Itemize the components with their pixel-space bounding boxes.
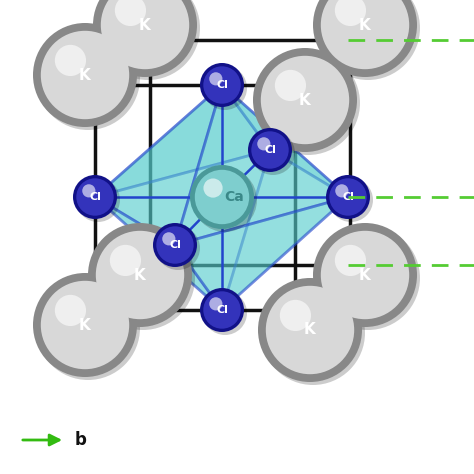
Circle shape <box>335 245 366 276</box>
Circle shape <box>193 168 257 232</box>
Circle shape <box>200 63 244 107</box>
Text: b: b <box>75 431 87 449</box>
Circle shape <box>326 175 370 219</box>
Circle shape <box>195 170 249 224</box>
Circle shape <box>335 0 366 26</box>
Circle shape <box>91 226 195 330</box>
Circle shape <box>258 278 362 382</box>
Circle shape <box>203 292 241 328</box>
Circle shape <box>36 26 140 130</box>
Text: K: K <box>139 18 151 33</box>
Circle shape <box>153 223 197 267</box>
Circle shape <box>190 165 254 229</box>
Circle shape <box>275 70 306 101</box>
Circle shape <box>101 0 189 69</box>
Circle shape <box>316 0 420 80</box>
Circle shape <box>280 300 311 331</box>
Text: Cl: Cl <box>169 240 181 250</box>
Circle shape <box>55 45 86 76</box>
Circle shape <box>76 178 120 222</box>
Circle shape <box>251 131 289 169</box>
Circle shape <box>36 276 140 380</box>
Text: K: K <box>134 267 146 283</box>
Circle shape <box>88 223 192 327</box>
Circle shape <box>96 231 184 319</box>
Circle shape <box>33 273 137 377</box>
Circle shape <box>73 175 117 219</box>
Circle shape <box>200 288 244 332</box>
Circle shape <box>329 178 373 222</box>
Circle shape <box>33 23 137 127</box>
Polygon shape <box>95 85 222 245</box>
Circle shape <box>203 66 241 104</box>
Polygon shape <box>95 150 270 310</box>
Text: K: K <box>359 267 371 283</box>
Circle shape <box>55 295 86 326</box>
Text: K: K <box>79 67 91 82</box>
Circle shape <box>261 281 365 385</box>
Text: Cl: Cl <box>216 305 228 315</box>
Circle shape <box>203 291 247 335</box>
Circle shape <box>329 178 367 216</box>
Circle shape <box>248 128 292 172</box>
Polygon shape <box>95 85 270 197</box>
Circle shape <box>156 226 200 270</box>
Circle shape <box>256 51 360 155</box>
Circle shape <box>316 226 420 330</box>
Text: Cl: Cl <box>89 192 101 202</box>
Text: Cl: Cl <box>216 80 228 90</box>
Circle shape <box>162 232 175 246</box>
Polygon shape <box>222 150 348 310</box>
Text: Ca: Ca <box>224 190 244 204</box>
Circle shape <box>266 286 354 374</box>
Polygon shape <box>175 197 348 310</box>
Circle shape <box>261 56 349 144</box>
Circle shape <box>253 48 357 152</box>
Circle shape <box>93 0 197 77</box>
Text: K: K <box>79 318 91 332</box>
Circle shape <box>313 0 417 77</box>
Circle shape <box>321 0 409 69</box>
Circle shape <box>41 31 129 119</box>
Circle shape <box>335 184 348 198</box>
Polygon shape <box>175 85 348 245</box>
Text: K: K <box>299 92 311 108</box>
Circle shape <box>76 178 114 216</box>
Circle shape <box>115 0 146 26</box>
Circle shape <box>209 297 222 310</box>
Text: K: K <box>359 18 371 33</box>
Circle shape <box>110 245 141 276</box>
Text: K: K <box>304 322 316 337</box>
Circle shape <box>251 131 295 175</box>
Circle shape <box>156 226 194 264</box>
Circle shape <box>82 184 95 198</box>
Circle shape <box>209 72 222 85</box>
Text: Cl: Cl <box>342 192 354 202</box>
Text: Cl: Cl <box>264 145 276 155</box>
Circle shape <box>321 231 409 319</box>
Circle shape <box>41 281 129 369</box>
Circle shape <box>257 137 271 150</box>
Polygon shape <box>95 197 222 310</box>
Circle shape <box>203 178 223 198</box>
Circle shape <box>313 223 417 327</box>
Polygon shape <box>222 85 348 197</box>
Circle shape <box>96 0 200 80</box>
Circle shape <box>203 66 247 110</box>
